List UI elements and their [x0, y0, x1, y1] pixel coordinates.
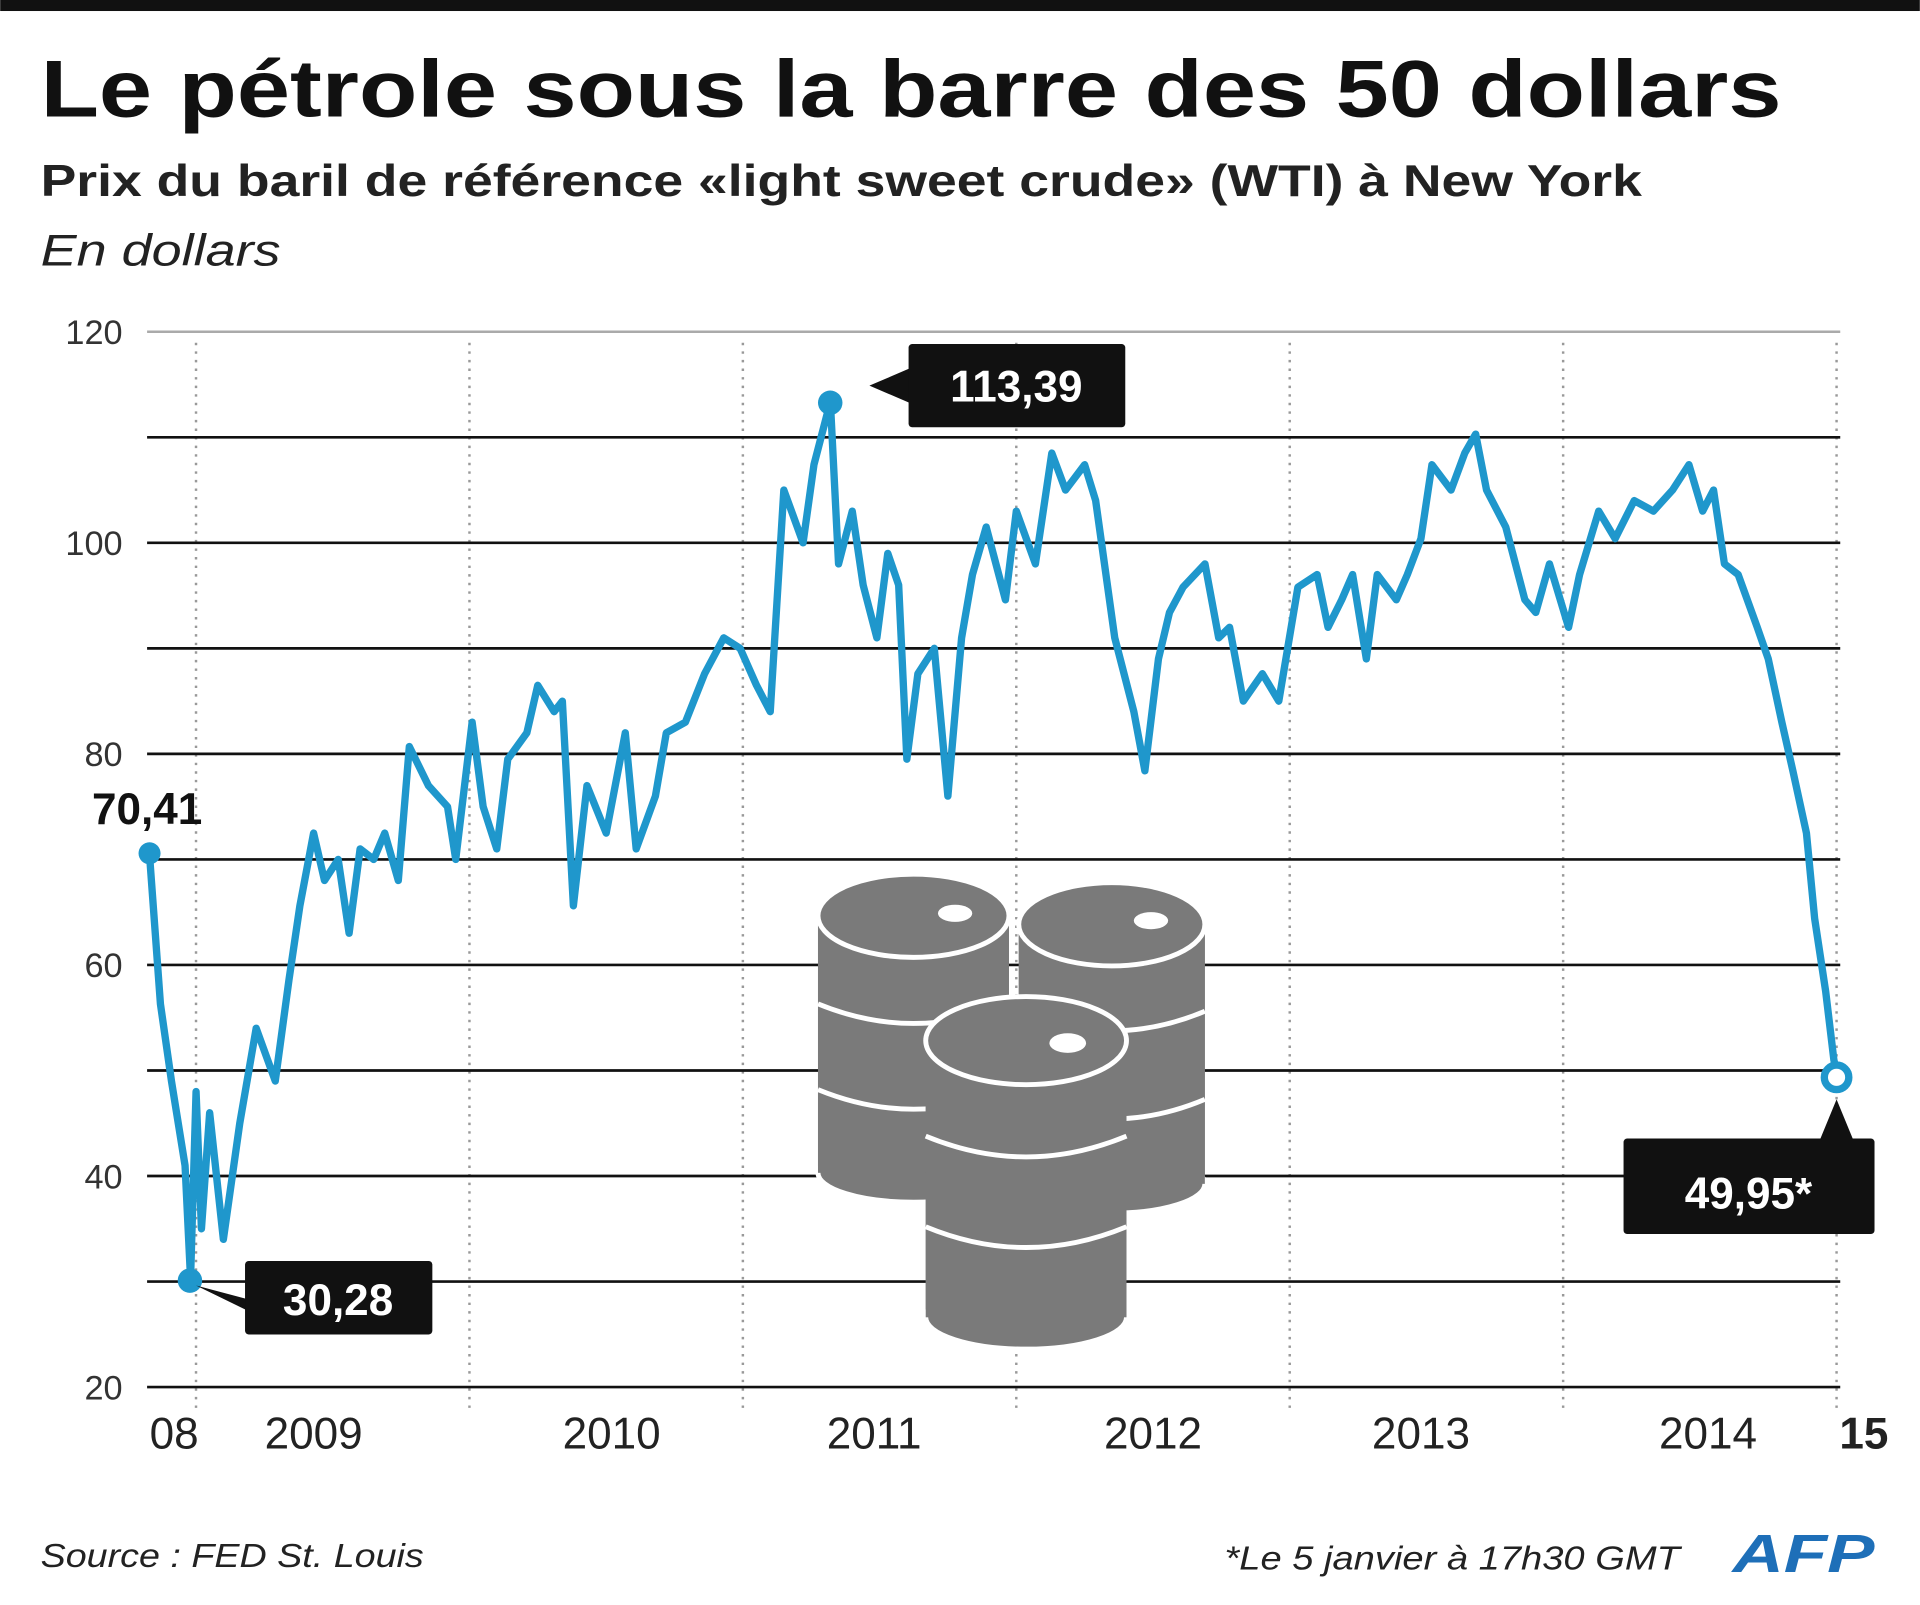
x-tick-label: 2013: [1372, 1409, 1470, 1458]
last-value-box: [1623, 1138, 1875, 1235]
afp-logo: AFP: [1730, 1524, 1875, 1584]
x-tick-label: 2014: [1659, 1409, 1757, 1458]
x-tick-label: 2009: [265, 1409, 363, 1458]
wti-price-line: [145, 397, 1841, 1283]
last-value-label: 49,95*: [1685, 1169, 1813, 1218]
unit-label: En dollars: [41, 227, 281, 276]
annotation-max: 113,39: [817, 344, 1126, 428]
start-point-marker: [138, 842, 161, 865]
chart-title: Le pétrole sous la barre des 50 dollars: [41, 44, 1782, 134]
chart-subtitle: Prix du baril de référence «light sweet …: [41, 157, 1643, 206]
max-point-marker: [817, 390, 843, 416]
y-tick-label: 100: [65, 525, 122, 563]
barrel-icon: [923, 994, 1129, 1352]
price-series: [145, 397, 1841, 1283]
annotation-start: 70,41: [92, 785, 202, 865]
x-tick-label: 2012: [1104, 1409, 1202, 1458]
top-rule: [0, 0, 1920, 12]
x-tick-label: 2010: [563, 1409, 661, 1458]
max-value-label: 113,39: [950, 363, 1082, 412]
y-tick-label: 80: [84, 736, 122, 774]
year-gridlines: [194, 342, 1838, 1408]
y-tick-label: 120: [65, 314, 122, 352]
min-value-box: [245, 1260, 433, 1335]
y-tick-label: 20: [84, 1369, 122, 1407]
y-tick-labels: 20 40 60 80 100 120: [65, 314, 122, 1407]
y-tick-label: 40: [84, 1158, 122, 1196]
last-point-marker: [1820, 1061, 1853, 1094]
y-gridlines: [147, 330, 1841, 1389]
x-tick-labels: 08 2009 2010 2011 2012 2013 2014 15: [150, 1409, 1889, 1458]
start-value-label: 70,41: [92, 785, 202, 834]
min-point-marker: [177, 1268, 203, 1293]
x-tick-label: 15: [1839, 1409, 1888, 1458]
annotation-last: 49,95*: [1623, 1061, 1875, 1235]
source-note: Source : FED St. Louis: [41, 1538, 424, 1575]
min-value-label: 30,28: [283, 1276, 393, 1325]
x-tick-label: 2011: [827, 1409, 922, 1458]
footnote: *Le 5 janvier à 17h30 GMT: [1224, 1540, 1683, 1577]
annotation-min: 30,28: [177, 1260, 433, 1335]
y-tick-label: 60: [84, 947, 122, 985]
oil-barrels-illustration: [815, 871, 1208, 1352]
max-value-box: [908, 344, 1126, 428]
x-tick-label: 08: [150, 1409, 199, 1458]
